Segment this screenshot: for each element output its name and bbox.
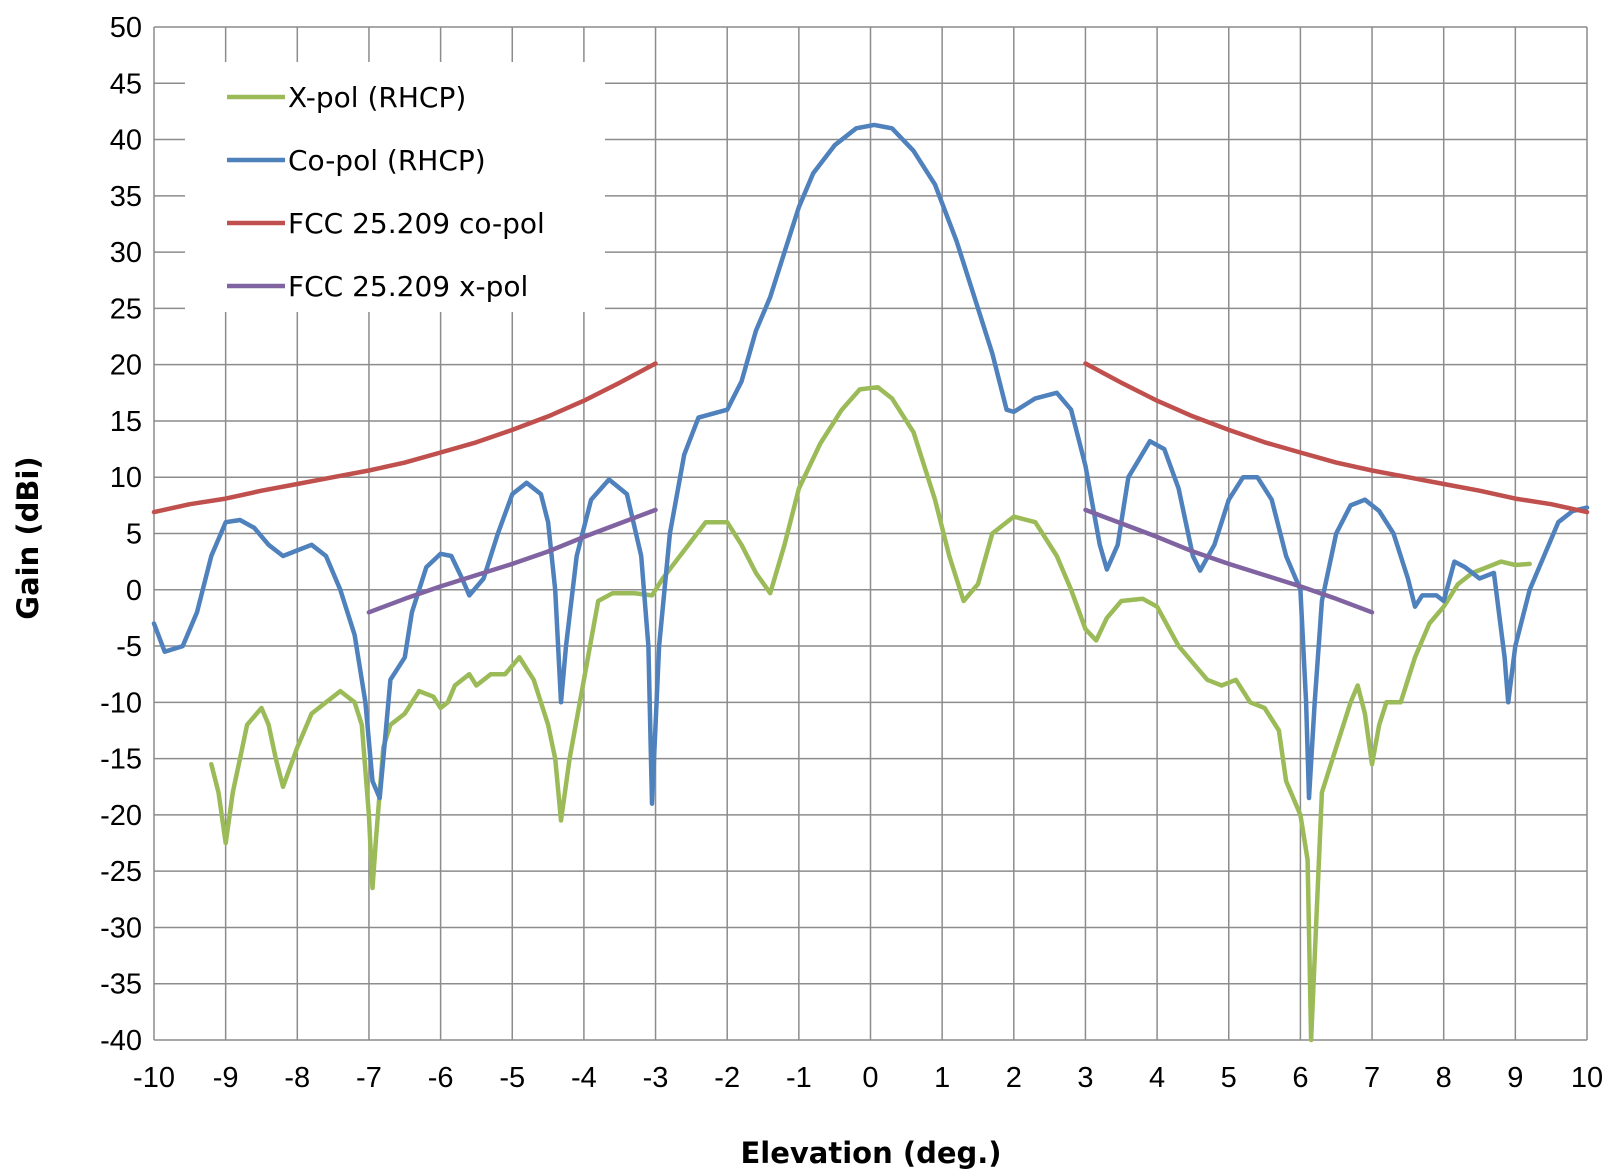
series-line — [1083, 507, 1375, 615]
legend-entry: Co-pol (RHCP) — [227, 144, 486, 177]
y-tick-label: 20 — [110, 350, 142, 382]
x-tick-label: -8 — [284, 1062, 310, 1094]
x-tick-label: 0 — [862, 1062, 878, 1094]
series-1 — [151, 122, 1590, 806]
x-tick-label: 7 — [1364, 1062, 1380, 1094]
legend-entry: X-pol (RHCP) — [227, 81, 466, 114]
x-tick-label: 3 — [1077, 1062, 1093, 1094]
y-tick-label: -35 — [100, 969, 142, 1001]
y-tick-label: 45 — [110, 68, 142, 100]
x-tick-label: -2 — [714, 1062, 740, 1094]
y-tick-label: 0 — [126, 575, 142, 607]
x-tick-label: 4 — [1149, 1062, 1165, 1094]
x-axis-title: Elevation (deg.) — [740, 1136, 1001, 1170]
x-tick-label: 10 — [1571, 1062, 1603, 1094]
y-tick-label: 10 — [110, 462, 142, 494]
series-2 — [151, 361, 1590, 515]
x-tick-label: 6 — [1292, 1062, 1308, 1094]
x-tick-label: -7 — [356, 1062, 382, 1094]
x-tick-label: -10 — [133, 1062, 175, 1094]
x-tick-label: -1 — [786, 1062, 812, 1094]
x-tick-label: 9 — [1507, 1062, 1523, 1094]
legend-label: FCC 25.209 co-pol — [288, 207, 545, 240]
series-0 — [209, 384, 1532, 1043]
legend-entry: FCC 25.209 co-pol — [227, 207, 545, 240]
x-tick-label: -9 — [213, 1062, 239, 1094]
series-line — [209, 384, 1532, 1043]
series-lines — [151, 122, 1590, 1043]
x-tick-label: -5 — [499, 1062, 525, 1094]
series-line — [151, 361, 658, 515]
x-tick-label: 5 — [1221, 1062, 1237, 1094]
series-line — [151, 122, 1590, 806]
y-tick-label: -30 — [100, 912, 142, 944]
legend-label: X-pol (RHCP) — [288, 81, 466, 114]
y-tick-label: -20 — [100, 800, 142, 832]
x-tick-label: 1 — [934, 1062, 950, 1094]
series-3 — [366, 507, 1375, 615]
legend-entry: FCC 25.209 x-pol — [227, 270, 528, 303]
y-tick-label: -25 — [100, 856, 142, 888]
y-tick-label: -15 — [100, 744, 142, 776]
x-tick-label: 8 — [1436, 1062, 1452, 1094]
y-tick-label: 5 — [126, 519, 142, 551]
x-tick-label: -6 — [428, 1062, 454, 1094]
tick-labels: -10 -9 -8 -7 -6 -5 -4 -3 -2 -1 0 1 2 3 4 5 6 7 8 9 10-40-35-… — [100, 12, 1603, 1094]
x-tick-label: -4 — [571, 1062, 597, 1094]
y-tick-label: 35 — [110, 181, 142, 213]
y-tick-label: 40 — [110, 125, 142, 157]
x-tick-label: 2 — [1006, 1062, 1022, 1094]
y-tick-label: 25 — [110, 293, 142, 325]
y-tick-label: 50 — [110, 12, 142, 44]
x-tick-label: -3 — [643, 1062, 669, 1094]
y-tick-label: -5 — [116, 631, 142, 663]
y-tick-label: -10 — [100, 687, 142, 719]
y-tick-label: -40 — [100, 1025, 142, 1057]
legend-label: FCC 25.209 x-pol — [288, 270, 528, 303]
y-tick-label: 15 — [110, 406, 142, 438]
legend-label: Co-pol (RHCP) — [288, 144, 486, 177]
legend: X-pol (RHCP) Co-pol (RHCP) FCC 25.209 co-p… — [185, 62, 605, 312]
series-line — [1083, 361, 1590, 515]
series-line — [366, 507, 658, 615]
legend-box — [185, 62, 605, 312]
y-tick-label: 30 — [110, 237, 142, 269]
y-axis-title: Gain (dBi) — [11, 456, 45, 619]
